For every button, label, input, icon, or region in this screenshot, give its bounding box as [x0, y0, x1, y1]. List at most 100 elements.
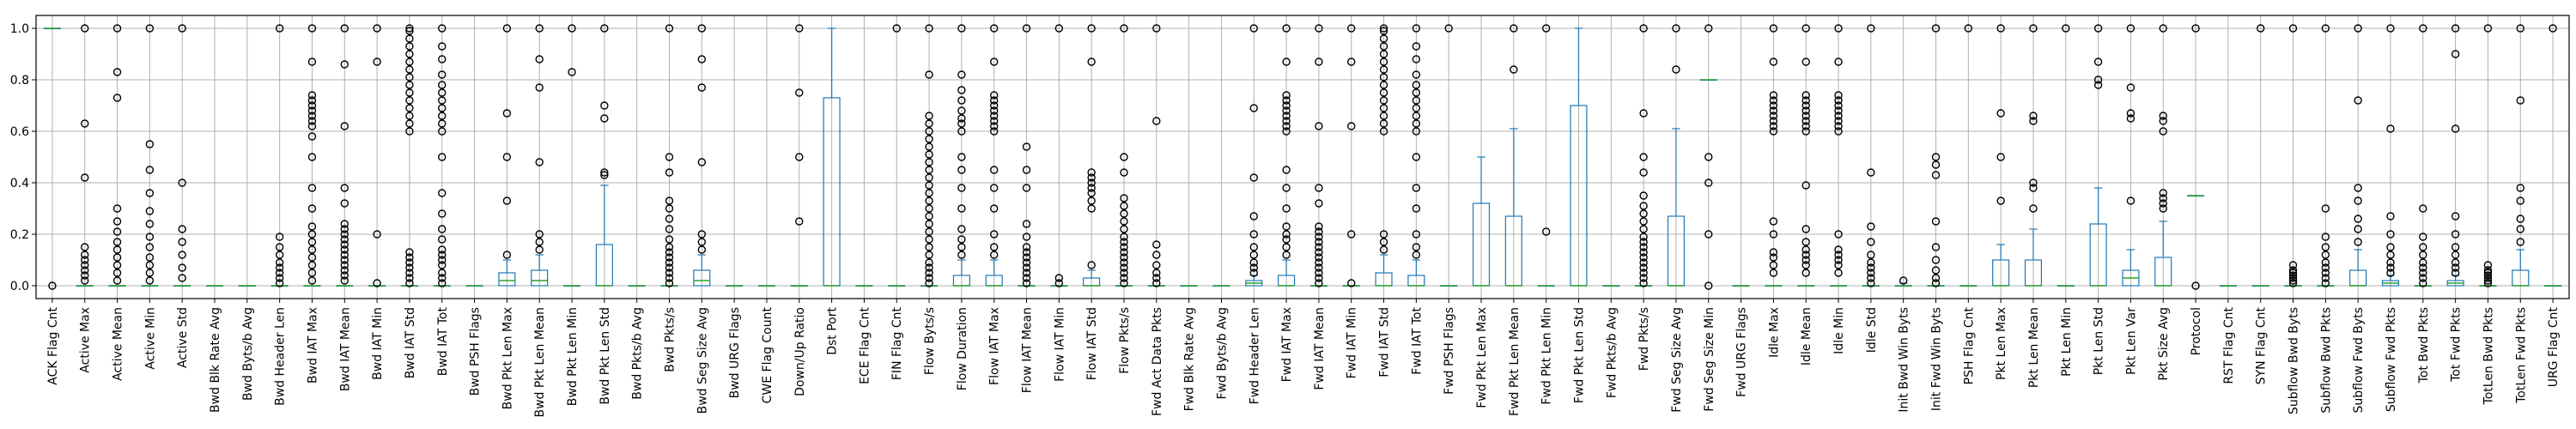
flier-point: [1022, 166, 1031, 174]
flier-point: [2321, 243, 2330, 251]
flier-point: [1704, 24, 1713, 33]
flier-point: [1931, 153, 1941, 161]
flier-point: [1249, 243, 1258, 251]
flier-point: [2354, 184, 2362, 192]
flier-point: [405, 57, 414, 66]
flier-point: [535, 230, 544, 239]
flier-point: [957, 96, 966, 105]
flier-point: [990, 204, 999, 213]
flier-layer: [48, 24, 2557, 290]
flier-point: [1152, 274, 1161, 282]
flier-point: [2321, 258, 2330, 267]
flier-point: [568, 68, 576, 76]
flier-point: [1315, 57, 1323, 66]
flier-point: [925, 204, 933, 213]
flier-point: [145, 189, 155, 197]
flier-point: [1834, 230, 1843, 239]
flier-point: [1054, 274, 1064, 282]
x-tick-label: FIN Flag Cnt: [890, 306, 904, 380]
x-tick-label: Bwd IAT Std: [404, 307, 417, 378]
flier-point: [600, 114, 609, 123]
flier-point: [535, 55, 544, 63]
flier-point: [112, 217, 122, 226]
flier-point: [2029, 24, 2038, 33]
flier-point: [1347, 57, 1356, 66]
flier-point: [1769, 230, 1778, 239]
flier-point: [1120, 217, 1128, 226]
flier-point: [1120, 202, 1128, 210]
flier-point: [178, 178, 186, 187]
flier-point: [178, 225, 186, 233]
flier-point: [1867, 238, 1875, 246]
flier-point: [2159, 117, 2167, 125]
flier-point: [1834, 256, 1843, 264]
x-tick-label: Dst Port: [826, 307, 840, 355]
flier-point: [1054, 24, 1064, 33]
flier-point: [1282, 106, 1291, 115]
flier-point: [81, 276, 89, 285]
flier-point: [925, 196, 933, 205]
flier-point: [1769, 24, 1778, 33]
flier-point: [2516, 96, 2524, 105]
flier-point: [1639, 168, 1648, 177]
flier-point: [307, 132, 317, 141]
flier-point: [1769, 261, 1778, 269]
flier-point: [665, 258, 674, 267]
flier-point: [2191, 24, 2200, 33]
flier-point: [600, 171, 609, 179]
flier-point: [1541, 24, 1551, 33]
flier-point: [1379, 238, 1388, 246]
x-tick-label: Bwd Pkt Len Min: [566, 307, 580, 406]
flier-point: [1704, 281, 1713, 290]
flier-point: [1022, 142, 1031, 151]
flier-point: [1282, 184, 1291, 192]
flier-point: [1834, 117, 1843, 125]
flier-point: [1834, 112, 1843, 120]
flier-point: [925, 119, 933, 128]
flier-point: [2516, 184, 2524, 192]
flier-point: [957, 251, 966, 259]
flier-point: [1769, 101, 1778, 110]
flier-point: [1639, 191, 1648, 200]
flier-point: [925, 263, 933, 272]
flier-point: [1379, 104, 1388, 112]
x-tick-label: Idle Std: [1865, 307, 1879, 353]
x-tick-label: Bwd Pkt Len Max: [501, 307, 514, 409]
flier-point: [2159, 24, 2167, 33]
flier-point: [307, 96, 317, 105]
flier-point: [112, 24, 122, 33]
flier-point: [1379, 96, 1388, 105]
flier-point: [2159, 189, 2167, 197]
flier-point: [600, 168, 609, 177]
flier-point: [1801, 238, 1810, 246]
flier-point: [990, 101, 999, 110]
flier-point: [1412, 230, 1421, 239]
flier-point: [1315, 253, 1323, 262]
flier-point: [405, 112, 414, 120]
flier-point: [438, 269, 447, 277]
flier-point: [925, 243, 933, 251]
flier-point: [2516, 24, 2524, 33]
flier-point: [1379, 24, 1388, 33]
flier-point: [1412, 88, 1421, 97]
flier-point: [2029, 112, 2038, 120]
flier-point: [438, 189, 447, 197]
flier-point: [405, 42, 414, 51]
flier-point: [1672, 65, 1680, 74]
flier-point: [307, 253, 317, 262]
flier-point: [1541, 227, 1551, 236]
flier-point: [665, 214, 674, 223]
flier-point: [990, 243, 999, 251]
flier-point: [307, 184, 317, 192]
flier-point: [275, 24, 284, 33]
flier-point: [438, 88, 447, 97]
flier-point: [1801, 251, 1810, 259]
flier-point: [1120, 274, 1128, 282]
x-tick-label: Fwd Seg Size Min: [1703, 307, 1716, 412]
flier-point: [1412, 243, 1421, 251]
flier-point: [1379, 50, 1388, 58]
flier-point: [307, 204, 317, 213]
flier-point: [1347, 230, 1356, 239]
flier-point: [112, 204, 122, 213]
flier-point: [957, 106, 966, 115]
